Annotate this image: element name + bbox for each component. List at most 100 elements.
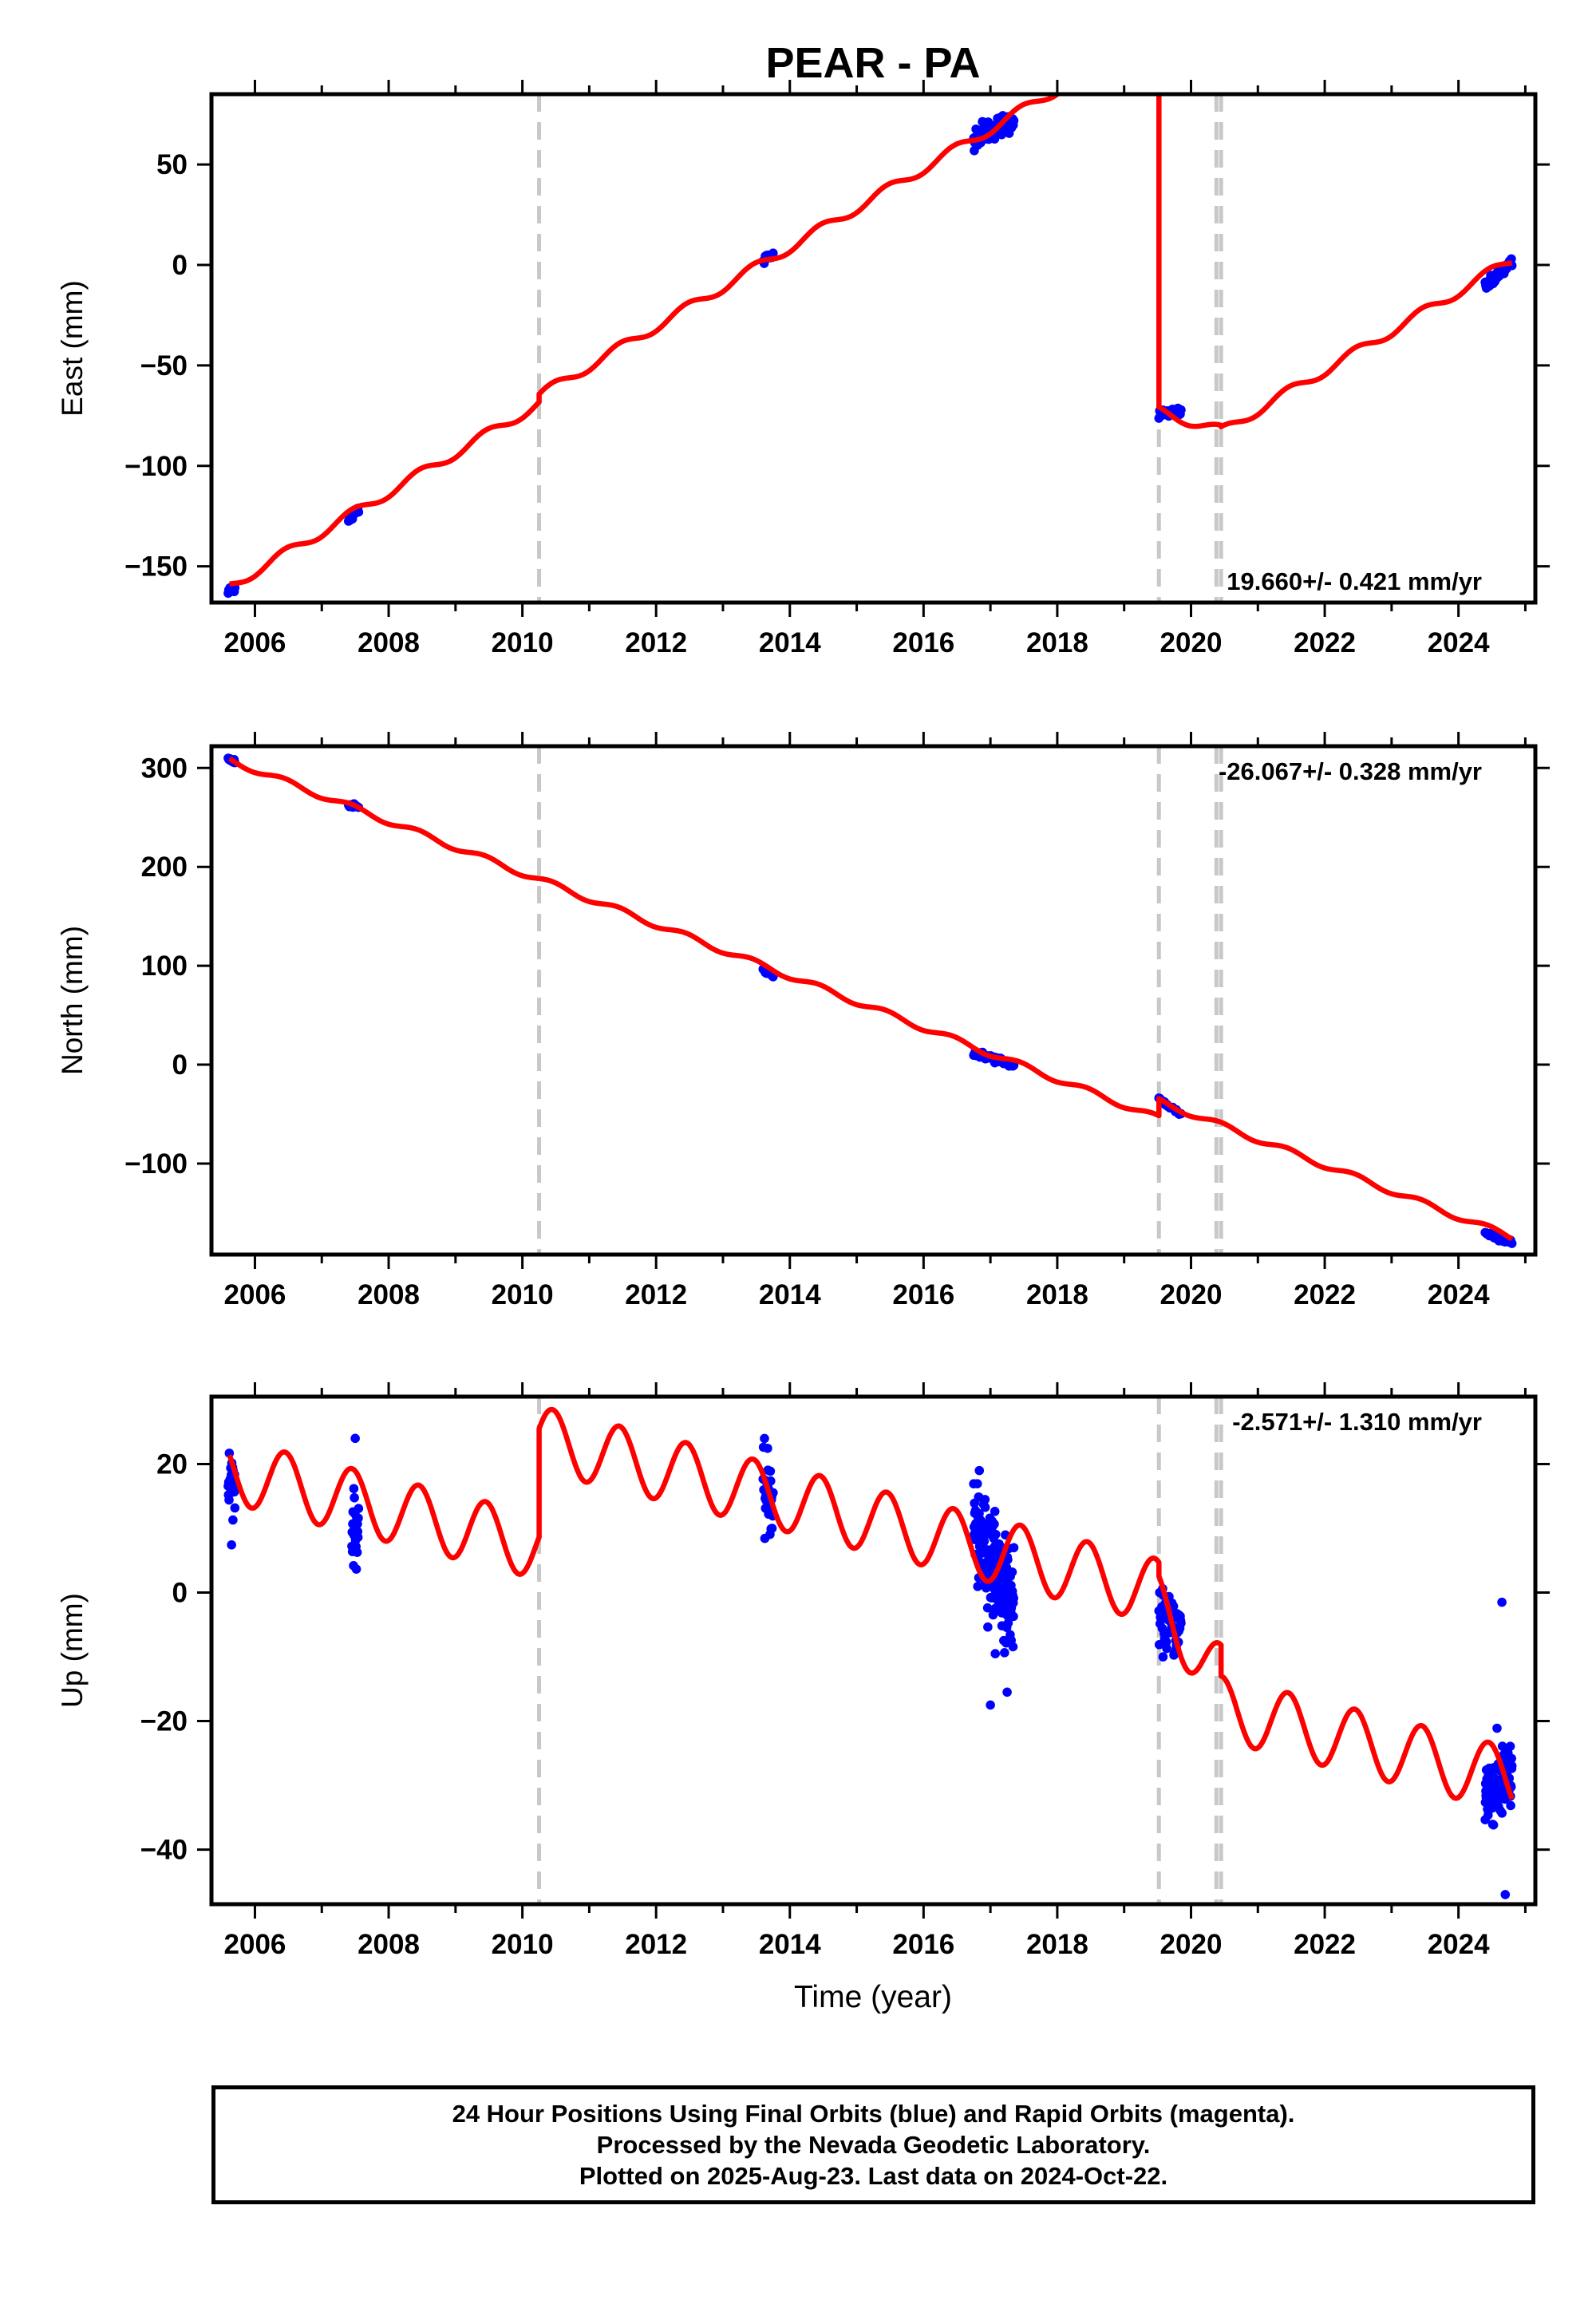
data-point (990, 1529, 1001, 1539)
y-tick-label: −150 (124, 551, 188, 583)
data-point (1000, 1648, 1009, 1658)
data-point (1007, 1567, 1017, 1577)
x-tick-label: 2018 (1026, 1929, 1088, 1960)
data-point (351, 1564, 361, 1574)
data-point (350, 1492, 359, 1503)
y-tick-label: 0 (172, 1049, 188, 1081)
plot-frame (209, 92, 1538, 605)
y-tick-label: 300 (141, 753, 188, 784)
data-points-up (223, 1433, 1517, 1899)
data-point (990, 1649, 1001, 1658)
data-point (765, 1466, 776, 1476)
data-point (1158, 1652, 1168, 1662)
data-point (230, 1503, 240, 1513)
footer-caption-box: 24 Hour Positions Using Final Orbits (bl… (211, 2085, 1535, 2204)
x-tick-label: 2020 (1160, 627, 1223, 658)
data-point (1003, 1618, 1013, 1628)
footer-line-3: Plotted on 2025-Aug-23. Last data on 202… (579, 2162, 1168, 2190)
data-point (990, 1519, 999, 1529)
x-tick-label: 2014 (759, 627, 821, 658)
data-point (1009, 1611, 1018, 1622)
data-points-east (223, 111, 1517, 599)
x-tick-label: 2014 (759, 1279, 821, 1310)
data-point (349, 1484, 359, 1494)
panel-north: 2006 2008 2010 2012 2014 2016 2018 2020 2022 2024… (56, 732, 1550, 1310)
y-tick-label: 0 (172, 1578, 188, 1609)
footer-line-2: Processed by the Nevada Geodetic Laborat… (596, 2131, 1151, 2159)
data-point (1497, 1741, 1507, 1751)
data-point (1497, 1808, 1507, 1818)
data-point (353, 1532, 363, 1543)
y-tick-label: 20 (156, 1449, 188, 1480)
x-axis-title: Time (year) (794, 1980, 952, 2014)
data-point (1162, 1643, 1171, 1654)
panels: 2006 2008 2010 2012 2014 2016 2018 2020 2022 2024… (56, 80, 1550, 1960)
x-tick-label: 2024 (1428, 1279, 1490, 1310)
data-point (973, 1582, 983, 1591)
y-tick-label: −100 (124, 451, 188, 482)
x-tick-label: 2024 (1428, 627, 1490, 658)
y-axis-title: Up (mm) (56, 1593, 89, 1708)
data-point (760, 1433, 769, 1444)
y-tick-label: −20 (140, 1706, 188, 1737)
y-axis-title: East (mm) (56, 280, 89, 417)
data-point (986, 1700, 995, 1710)
chart-title: PEAR - PA (765, 39, 980, 87)
data-point (1009, 1543, 1019, 1553)
y-tick-label: 50 (156, 149, 188, 180)
data-point (990, 1507, 1000, 1516)
data-point (768, 248, 778, 258)
x-tick-label: 2006 (224, 1279, 286, 1310)
x-tick-label: 2020 (1160, 1929, 1223, 1960)
data-point (1003, 1555, 1013, 1565)
x-tick-label: 2010 (492, 627, 554, 658)
plot-frame (209, 744, 1538, 1257)
data-point (983, 1622, 993, 1632)
data-point (763, 1443, 772, 1453)
data-point (1505, 1741, 1515, 1751)
data-point (1507, 1761, 1517, 1771)
data-point (979, 1536, 990, 1547)
data-point (227, 1539, 236, 1550)
data-point (974, 1465, 985, 1476)
data-point (767, 1524, 777, 1533)
x-tick-label: 2012 (625, 1279, 687, 1310)
x-tick-label: 2010 (492, 1929, 554, 1960)
data-point (1002, 1687, 1012, 1697)
x-tick-label: 2018 (1026, 1279, 1088, 1310)
x-tick-label: 2022 (1294, 1279, 1356, 1310)
x-tick-label: 2012 (625, 1929, 687, 1960)
rate-label: 19.660+/- 0.421 mm/yr (1227, 567, 1482, 595)
x-tick-label: 2008 (358, 1279, 420, 1310)
x-tick-label: 2016 (892, 627, 954, 658)
y-tick-label: −100 (124, 1148, 188, 1180)
data-point (1168, 1601, 1179, 1611)
data-point (1176, 1618, 1186, 1628)
data-point (982, 1603, 993, 1613)
data-point (1507, 1753, 1516, 1764)
data-point (350, 1433, 360, 1444)
y-axis-title: North (mm) (56, 926, 89, 1075)
data-point (354, 1504, 364, 1513)
x-tick-label: 2016 (892, 1929, 954, 1960)
data-point (1500, 1890, 1511, 1899)
data-point (1492, 1723, 1502, 1733)
data-point (352, 1547, 362, 1557)
data-point (1008, 1642, 1018, 1652)
y-tick-label: 200 (141, 852, 188, 883)
data-point (1497, 1597, 1507, 1607)
panel-up: 2006 2008 2010 2012 2014 2016 2018 2020 2022 2024… (56, 1382, 1550, 1960)
data-point (1506, 1800, 1515, 1811)
data-point (1507, 1239, 1517, 1248)
x-tick-label: 2008 (358, 627, 420, 658)
model-curve-north (227, 756, 1515, 1242)
data-point (972, 1479, 982, 1488)
y-tick-label: 0 (172, 250, 188, 281)
data-point (1488, 1820, 1499, 1830)
data-point (354, 1513, 363, 1524)
x-tick-label: 2024 (1428, 1929, 1490, 1960)
y-tick-label: −40 (140, 1835, 188, 1866)
x-tick-label: 2010 (492, 1279, 554, 1310)
data-point (980, 1502, 990, 1512)
